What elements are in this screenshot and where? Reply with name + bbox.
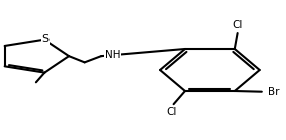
Text: Br: Br bbox=[268, 87, 280, 97]
Text: Cl: Cl bbox=[166, 107, 176, 117]
Text: NH: NH bbox=[105, 50, 120, 60]
Text: Cl: Cl bbox=[233, 20, 243, 30]
Text: S: S bbox=[41, 34, 49, 44]
Text: S: S bbox=[42, 34, 49, 44]
